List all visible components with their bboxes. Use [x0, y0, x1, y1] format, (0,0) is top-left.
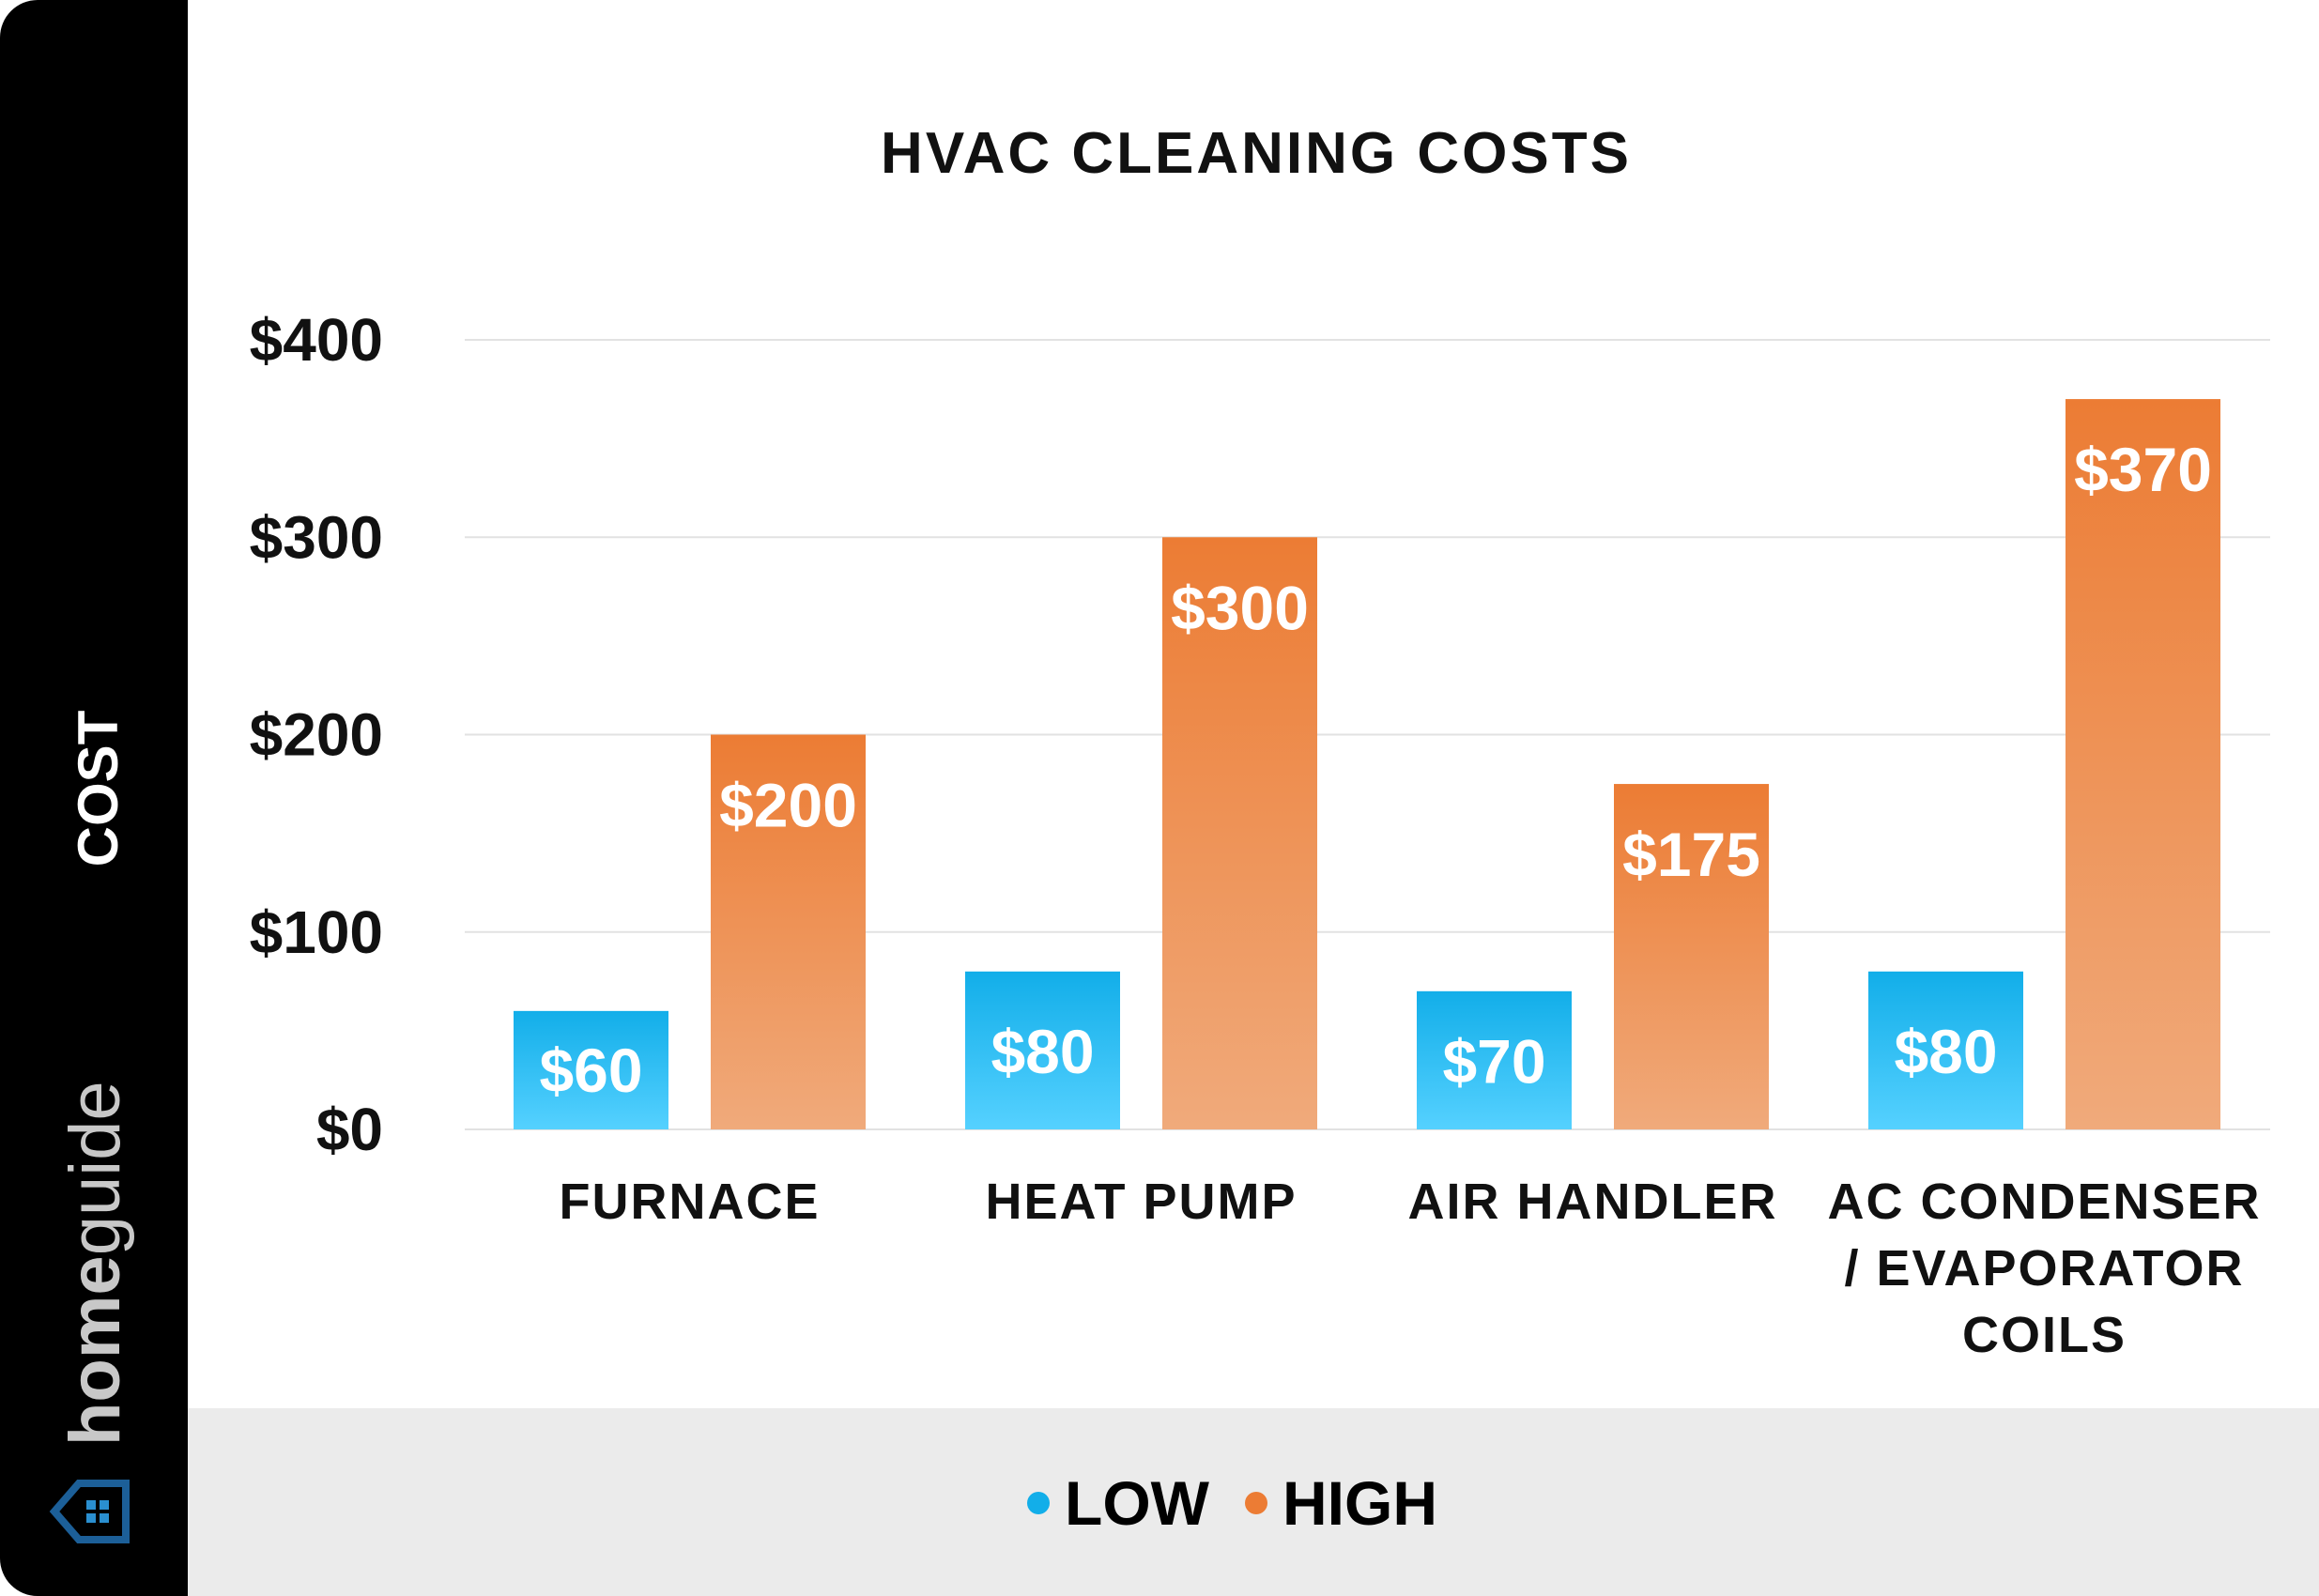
bar-high	[1614, 784, 1769, 1129]
bar-value-label: $370	[2074, 435, 2212, 504]
y-tick-label: $400	[250, 306, 383, 374]
legend-high-label: HIGH	[1282, 1468, 1437, 1538]
brand-wordmark-regular: guide	[55, 1081, 135, 1255]
x-tick-label: AIR HANDLER	[1408, 1174, 1778, 1230]
y-tick-label: $0	[316, 1096, 383, 1163]
x-tick-label: AC CONDENSER	[1827, 1174, 2261, 1230]
bar-value-label: $60	[539, 1036, 642, 1105]
y-axis-label: COST	[67, 711, 130, 867]
bar-high	[711, 734, 866, 1129]
bar-value-label: $300	[1171, 573, 1309, 642]
x-tick-label: FURNACE	[560, 1174, 821, 1230]
x-tick-labels: FURNACE HEAT PUMP AIR HANDLER AC CONDENSER /…	[560, 1174, 2261, 1363]
house-icon	[49, 1480, 130, 1543]
bar-value-label: $80	[991, 1017, 1094, 1086]
y-tick-labels: $0 $100 $200 $300 $400	[250, 306, 383, 1163]
sidebar-edge	[141, 0, 188, 1596]
bar-low	[514, 1010, 668, 1129]
bar-low	[965, 971, 1120, 1129]
legend-low-label: LOW	[1065, 1468, 1210, 1538]
bar-value-label: $175	[1622, 820, 1760, 889]
x-tick-label: HEAT PUMP	[985, 1174, 1297, 1230]
bar-value-label: $200	[719, 771, 857, 840]
bars: $60 $200 $80 $300 $70 $175 $80 $370	[514, 399, 2220, 1129]
bar-value-label: $70	[1442, 1026, 1545, 1096]
bar-high	[2066, 399, 2220, 1129]
brand-wordmark-bold: home	[55, 1255, 135, 1446]
brand-wordmark: homeguide	[55, 1081, 135, 1446]
bar-high	[1162, 537, 1317, 1129]
x-tick-label: COILS	[1962, 1307, 2127, 1363]
legend: LOW HIGH	[1027, 1468, 1437, 1538]
bar-low	[1417, 990, 1572, 1129]
chart-title: HVAC CLEANING COSTS	[881, 121, 1632, 186]
y-tick-label: $300	[250, 503, 383, 571]
bar-value-label: $80	[1894, 1017, 1997, 1086]
x-tick-label: / EVAPORATOR	[1844, 1240, 2244, 1297]
brand-logo: homeguide	[49, 1081, 135, 1543]
y-tick-label: $100	[250, 898, 383, 966]
bar-low	[1868, 971, 2023, 1129]
legend-high-marker	[1245, 1492, 1267, 1514]
y-tick-label: $200	[250, 701, 383, 769]
legend-low-marker	[1027, 1492, 1050, 1514]
